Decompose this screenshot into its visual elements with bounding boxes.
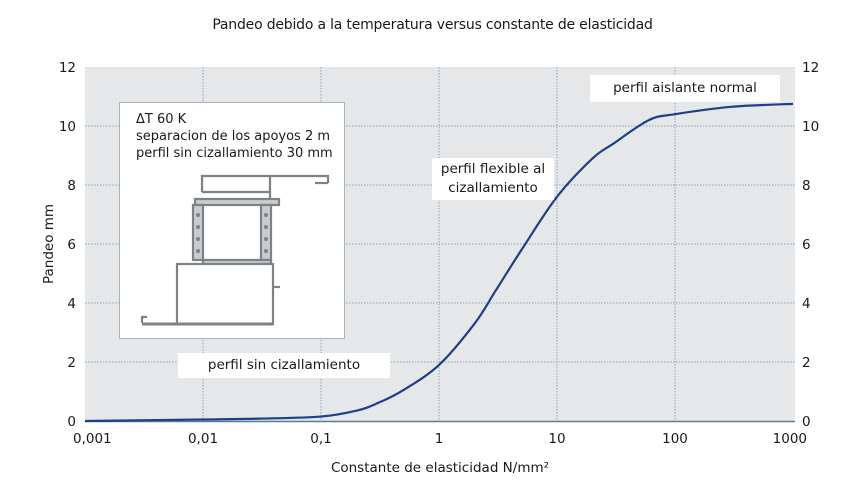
inset-delta-t: ΔT 60 K bbox=[136, 112, 187, 127]
svg-text:0,01: 0,01 bbox=[188, 431, 218, 447]
chart-title: Pandeo debido a la temperatura versus co… bbox=[212, 17, 653, 33]
annotation-flexible: perfil flexible al cizallamiento bbox=[432, 158, 554, 200]
svg-text:10: 10 bbox=[59, 119, 76, 135]
data-curve bbox=[84, 102, 794, 423]
annotation-flexible-line1: perfil flexible al bbox=[440, 161, 546, 177]
annotation-normal: perfil aislante normal bbox=[590, 75, 780, 102]
profile-drawing-icon bbox=[140, 174, 330, 326]
svg-text:0: 0 bbox=[802, 414, 811, 430]
svg-text:8: 8 bbox=[802, 178, 811, 194]
inset-perfil: perfil sin cizallamiento 30 mm bbox=[136, 146, 333, 161]
svg-text:100: 100 bbox=[662, 431, 688, 447]
annotation-normal-text: perfil aislante normal bbox=[613, 80, 757, 96]
inset-text: ΔT 60 K separacion de los apoyos 2 m per… bbox=[136, 111, 333, 162]
svg-text:2: 2 bbox=[67, 355, 76, 371]
svg-text:4: 4 bbox=[67, 296, 76, 312]
svg-text:0,001: 0,001 bbox=[73, 431, 112, 447]
inset-box: ΔT 60 K separacion de los apoyos 2 m per… bbox=[119, 102, 345, 339]
svg-text:8: 8 bbox=[67, 178, 76, 194]
inset-separacion: separacion de los apoyos 2 m bbox=[136, 129, 331, 144]
svg-text:6: 6 bbox=[802, 237, 811, 253]
svg-text:10: 10 bbox=[548, 431, 565, 447]
svg-text:6: 6 bbox=[67, 237, 76, 253]
x-axis-ticks: 0,001 0,01 0,1 1 10 100 1000 bbox=[73, 431, 807, 447]
svg-text:0: 0 bbox=[67, 414, 76, 430]
x-axis-label: Constante de elasticidad N/mm² bbox=[331, 460, 549, 476]
svg-text:4: 4 bbox=[802, 296, 811, 312]
svg-text:1000: 1000 bbox=[773, 431, 807, 447]
svg-text:0,1: 0,1 bbox=[310, 431, 331, 447]
svg-text:2: 2 bbox=[802, 355, 811, 371]
svg-text:1: 1 bbox=[435, 431, 444, 447]
svg-text:10: 10 bbox=[802, 119, 819, 135]
svg-text:12: 12 bbox=[59, 60, 76, 76]
y-axis-left-ticks: 0 2 4 6 8 10 12 bbox=[59, 60, 76, 430]
svg-text:12: 12 bbox=[802, 60, 819, 76]
annotation-flexible-line2: cizallamiento bbox=[448, 180, 538, 196]
y-axis-label: Pandeo mm bbox=[41, 204, 57, 284]
annotation-sin: perfil sin cizallamiento bbox=[178, 353, 390, 378]
annotation-sin-text: perfil sin cizallamiento bbox=[207, 357, 361, 373]
y-axis-right-ticks: 0 2 4 6 8 10 12 bbox=[802, 60, 819, 430]
